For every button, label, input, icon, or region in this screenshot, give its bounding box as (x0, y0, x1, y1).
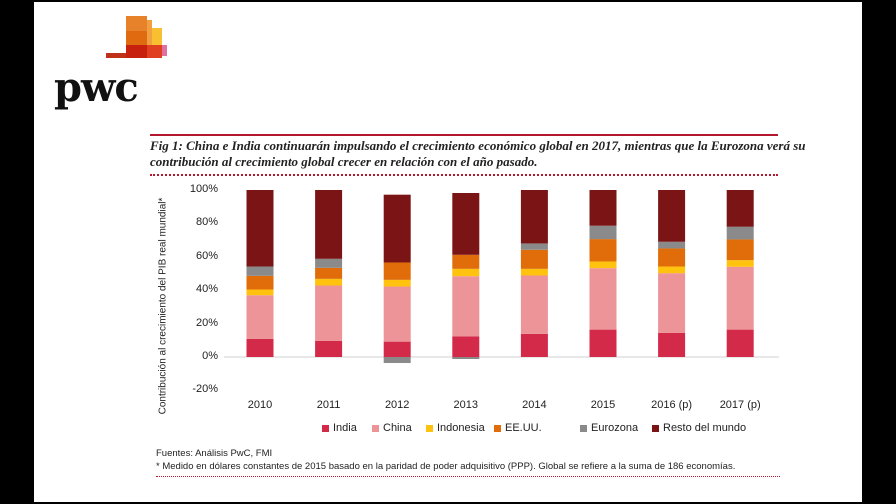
bar-segment-resto-del-mundo-2015 (589, 190, 617, 226)
bar-segment-eurozona-2013 (452, 357, 480, 360)
bar-segment-china-2016p (658, 273, 686, 333)
bar-segment-ee-uu--2015 (589, 239, 617, 262)
bar-segment-china-2010 (246, 295, 274, 339)
legend: India China Indonesia EE.UU. Eurozona Resto d… (322, 422, 802, 438)
bar-segment-eurozona-2012 (383, 357, 411, 364)
bar-segment-china-2012 (383, 286, 411, 342)
legend-swatch (580, 424, 587, 432)
legend-label: Eurozona (591, 422, 639, 434)
bar-segment-ee-uu--2014 (520, 249, 548, 269)
bar-segment-resto-del-mundo-2012 (383, 194, 411, 263)
bar-segment-indonesia-2016p (658, 266, 686, 274)
x-tick-label: 2014 (522, 399, 547, 411)
legend-label: Resto del mundo (663, 422, 747, 434)
bar-segment-indonesia-2015 (589, 261, 617, 269)
bar-segment-ee-uu--2016p (658, 248, 686, 267)
y-tick-label: 0% (202, 350, 218, 362)
bar-segment-ee-uu--2017p (726, 239, 754, 261)
bar-segment-indonesia-2014 (520, 268, 548, 276)
legend-item: India (322, 422, 357, 434)
bar-segment-ee-uu--2011 (315, 267, 343, 279)
y-tick-label: -20% (192, 383, 218, 396)
bar-segment-india-2016p (658, 332, 686, 357)
legend-swatch (652, 424, 659, 432)
bar-segment-eurozona-2010 (246, 266, 274, 276)
x-tick-label: 2012 (384, 399, 410, 411)
bar-segment-indonesia-2017p (726, 260, 754, 267)
y-tick-label: 60% (195, 249, 218, 262)
x-tick-label: 2016 (p) (651, 399, 693, 411)
bar-segment-china-2011 (315, 285, 343, 341)
bar-segment-resto-del-mundo-2014 (520, 190, 548, 244)
title-rule (150, 134, 778, 136)
bar-segment-resto-del-mundo-2016p (658, 190, 686, 242)
y-tick-label: 20% (195, 316, 218, 329)
bar-segment-eurozona-2017p (726, 226, 754, 240)
bar-segment-indonesia-2013 (452, 268, 480, 277)
legend-item: Resto del mundo (652, 422, 746, 434)
bar-segment-india-2011 (315, 340, 343, 357)
legend-swatch (372, 424, 379, 432)
slide: pwc Fig 1: China e India continuarán imp… (34, 2, 862, 502)
bar-segment-ee-uu--2013 (452, 254, 480, 269)
legend-swatch (426, 424, 433, 432)
bar-segment-indonesia-2010 (246, 289, 274, 296)
bar-segment-resto-del-mundo-2010 (246, 190, 274, 267)
bar-segment-indonesia-2012 (383, 279, 411, 287)
bar-segment-india-2014 (520, 333, 548, 357)
bar-segment-china-2017p (726, 266, 754, 330)
legend-item: Indonesia (426, 422, 485, 434)
pwc-logo-text: pwc (54, 64, 139, 111)
y-tick-label: 40% (195, 283, 218, 296)
y-tick-label: 100% (189, 183, 218, 195)
bar-segment-resto-del-mundo-2011 (315, 190, 343, 259)
title-dotted-rule (150, 174, 778, 176)
legend-item: EE.UU. (494, 422, 542, 434)
bar-segment-eurozona-2011 (315, 258, 343, 268)
bar-segment-india-2017p (726, 329, 754, 357)
bar-segment-india-2013 (452, 336, 480, 357)
bar-segment-eurozona-2016p (658, 241, 686, 249)
footnote: * Medido en dólares constantes de 2015 b… (156, 461, 736, 472)
legend-label: Indonesia (437, 422, 485, 434)
bar-segment-ee-uu--2012 (383, 262, 411, 280)
bar-segment-india-2012 (383, 341, 411, 357)
legend-label: India (333, 422, 357, 434)
plot-area (224, 190, 779, 364)
bar-segment-resto-del-mundo-2013 (452, 193, 480, 255)
source-note: Fuentes: Análisis PwC, FMI (156, 448, 273, 459)
footnote-dotted-rule (156, 476, 780, 477)
bar-segment-china-2014 (520, 275, 548, 334)
x-tick-label: 2015 (590, 399, 616, 411)
bar-segment-china-2013 (452, 276, 480, 337)
bar-segment-china-2015 (589, 268, 617, 330)
x-tick-label: 2011 (316, 399, 341, 411)
x-tick-label: 2017 (p) (719, 399, 761, 411)
legend-label: EE.UU. (505, 422, 542, 434)
pwc-logo-mark (106, 16, 167, 58)
legend-label: China (383, 422, 412, 434)
bar-segment-india-2015 (589, 329, 617, 357)
legend-item: China (372, 422, 412, 434)
x-tick-label: 2010 (247, 399, 273, 411)
bar-segment-india-2010 (246, 338, 274, 357)
bar-segment-eurozona-2015 (589, 225, 617, 240)
x-tick-label: 2013 (453, 399, 479, 411)
bar-segment-eurozona-2014 (520, 243, 548, 250)
legend-swatch (322, 424, 329, 432)
bar-segment-ee-uu--2010 (246, 275, 274, 290)
bar-segment-indonesia-2011 (315, 278, 343, 286)
bar-segment-resto-del-mundo-2017p (726, 190, 754, 227)
chart-title: Fig 1: China e India continuarán impulsa… (150, 138, 806, 169)
y-tick-label: 80% (195, 216, 218, 229)
legend-item: Eurozona (580, 422, 638, 434)
legend-swatch (494, 424, 501, 432)
